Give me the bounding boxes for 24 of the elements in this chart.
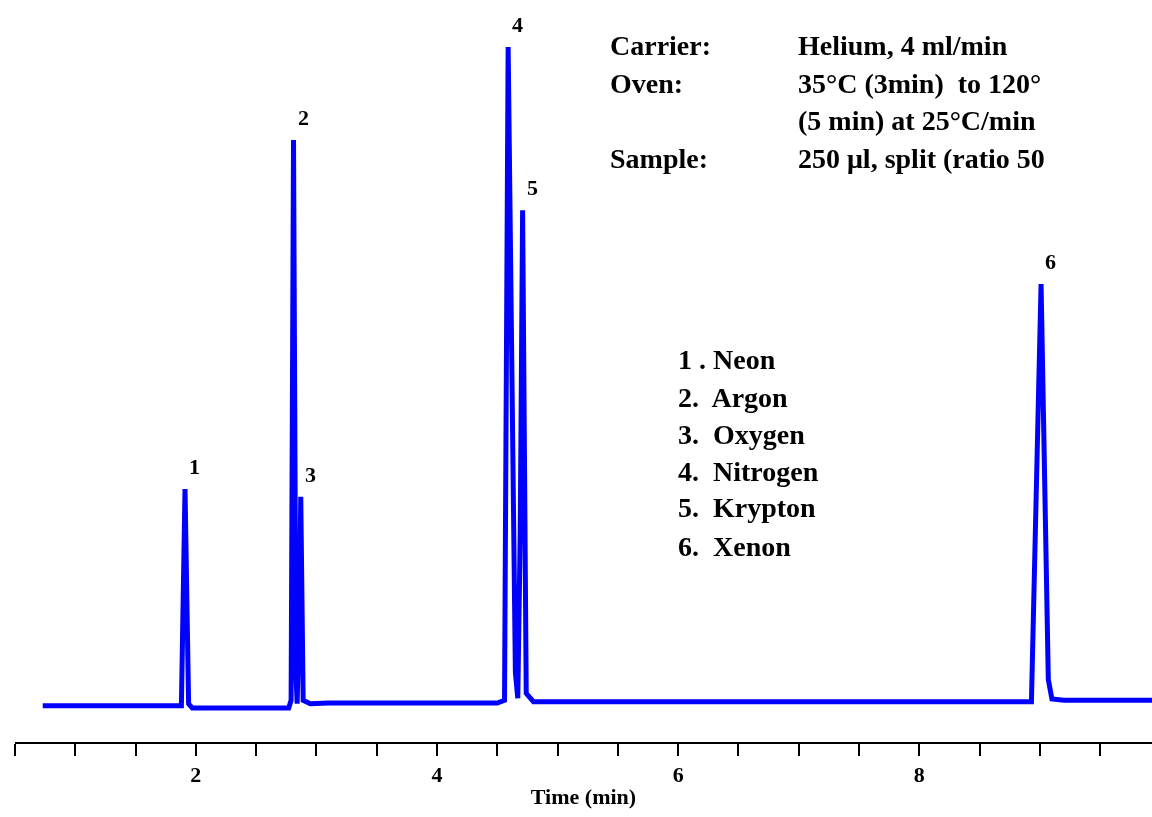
annotation: 6. Xenon [678, 531, 792, 562]
annotation: 5 [527, 175, 538, 200]
annotation: Oven: [610, 68, 684, 99]
annotation: 3. Oxygen [678, 419, 806, 450]
annotation: 3 [305, 462, 316, 487]
annotation: 35°C (3min) to 120° [798, 68, 1042, 99]
x-tick-label: 6 [672, 762, 684, 788]
annotation: Carrier: [610, 30, 712, 61]
annotation: 1 [189, 454, 200, 479]
annotation: 5. Krypton [678, 492, 817, 523]
annotation: Sample: [610, 143, 708, 174]
annotation: 6 [1045, 249, 1056, 274]
annotation: (5 min) at 25°C/min [798, 105, 1036, 136]
annotation: 2 [298, 105, 309, 130]
x-axis-title: Time (min) [530, 783, 637, 809]
annotation: 250 μl, split (ratio 50 [798, 143, 1045, 174]
annotation: 4 [512, 12, 523, 37]
annotation: 2. Argon [678, 382, 789, 413]
annotation: 1 . Neon [678, 344, 776, 375]
annotation: Helium, 4 ml/min [798, 30, 1008, 61]
x-tick-label: 2 [190, 762, 202, 788]
x-tick-label: 8 [913, 762, 925, 788]
x-tick-label: 4 [431, 762, 443, 788]
annotation: 4. Nitrogen [678, 456, 819, 487]
